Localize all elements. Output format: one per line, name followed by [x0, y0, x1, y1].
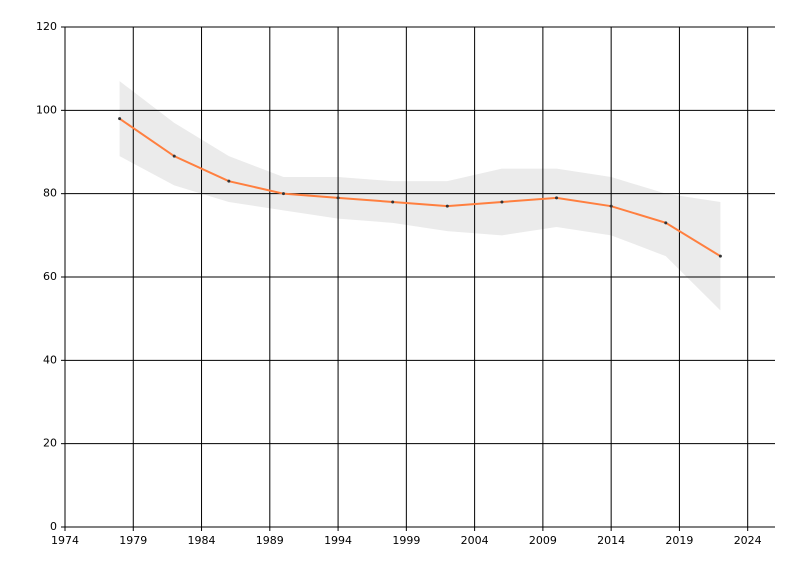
x-tick-label: 1974 — [51, 534, 79, 547]
y-tick-label: 20 — [43, 437, 57, 450]
x-tick-label: 1989 — [256, 534, 284, 547]
point — [391, 200, 395, 204]
y-tick-label: 100 — [36, 103, 57, 116]
y-tick-label: 0 — [50, 520, 57, 533]
y-tick-label: 120 — [36, 20, 57, 33]
x-tick-label: 2004 — [461, 534, 489, 547]
x-tick-label: 2019 — [665, 534, 693, 547]
x-tick-label: 2009 — [529, 534, 557, 547]
point — [172, 154, 176, 158]
x-tick-label: 2014 — [597, 534, 625, 547]
x-tick-label: 1999 — [392, 534, 420, 547]
point — [227, 179, 231, 183]
y-tick-label: 80 — [43, 187, 57, 200]
x-tick-label: 1984 — [188, 534, 216, 547]
line — [119, 117, 721, 258]
y-tick-label: 40 — [43, 353, 57, 366]
x-tick-label: 1979 — [119, 534, 147, 547]
point — [664, 221, 668, 225]
point — [555, 196, 559, 200]
x-tick-label: 1994 — [324, 534, 352, 547]
x-tick-label: 2024 — [734, 534, 762, 547]
point — [609, 204, 613, 208]
point — [500, 200, 504, 204]
point — [336, 196, 340, 200]
point — [281, 192, 285, 196]
point — [718, 254, 722, 258]
y-tick-label: 60 — [43, 270, 57, 283]
point — [445, 204, 449, 208]
point — [118, 117, 122, 121]
confidence-band — [119, 81, 721, 311]
